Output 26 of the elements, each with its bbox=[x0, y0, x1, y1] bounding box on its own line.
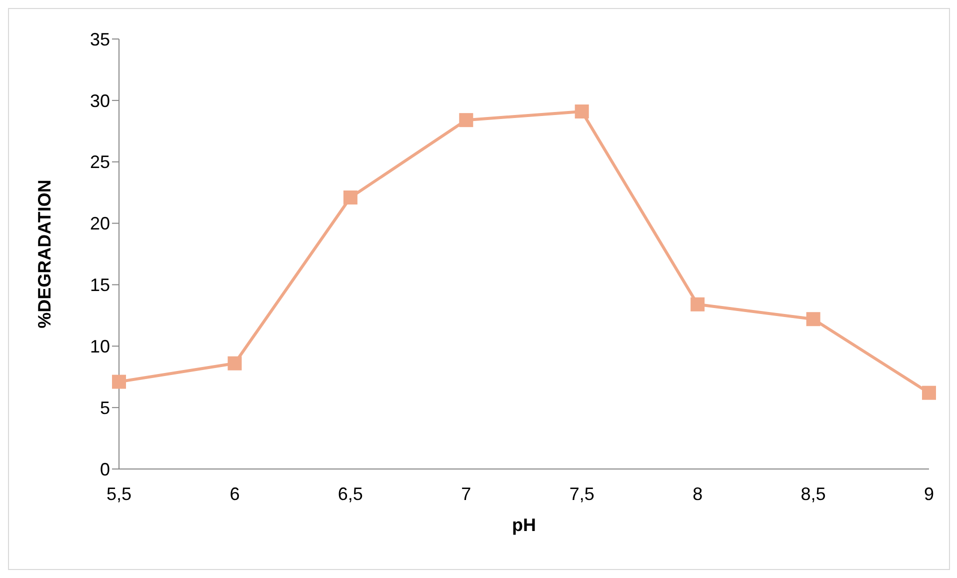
y-tick-label: 25 bbox=[90, 152, 110, 172]
x-tick-label: 9 bbox=[924, 484, 934, 504]
y-tick-label: 35 bbox=[90, 29, 110, 50]
x-tick-label: 8,5 bbox=[800, 484, 826, 504]
y-tick-label: 0 bbox=[100, 459, 110, 480]
y-axis-title: %DEGRADATION bbox=[34, 180, 54, 328]
y-tick-label: 5 bbox=[100, 398, 110, 418]
y-tick-label: 30 bbox=[90, 90, 110, 111]
point bbox=[922, 386, 936, 400]
x-axis-title: pH bbox=[512, 515, 536, 535]
point bbox=[228, 356, 242, 370]
point bbox=[806, 312, 820, 326]
point bbox=[112, 374, 126, 389]
x-tick-label: 5,5 bbox=[106, 484, 132, 504]
x-tick-label: 6,5 bbox=[338, 484, 363, 504]
point bbox=[574, 104, 589, 118]
x-tick-label: 7 bbox=[461, 484, 472, 504]
x-tick-label: 7,5 bbox=[569, 484, 594, 504]
point bbox=[343, 190, 358, 204]
point bbox=[459, 113, 474, 128]
x-tick-label: 8 bbox=[692, 484, 703, 504]
y-tick-label: 10 bbox=[90, 336, 110, 357]
x-tick-label: 6 bbox=[230, 484, 240, 504]
y-tick-label: 15 bbox=[90, 275, 110, 296]
y-tick-label: 20 bbox=[90, 214, 110, 234]
point bbox=[690, 297, 705, 312]
